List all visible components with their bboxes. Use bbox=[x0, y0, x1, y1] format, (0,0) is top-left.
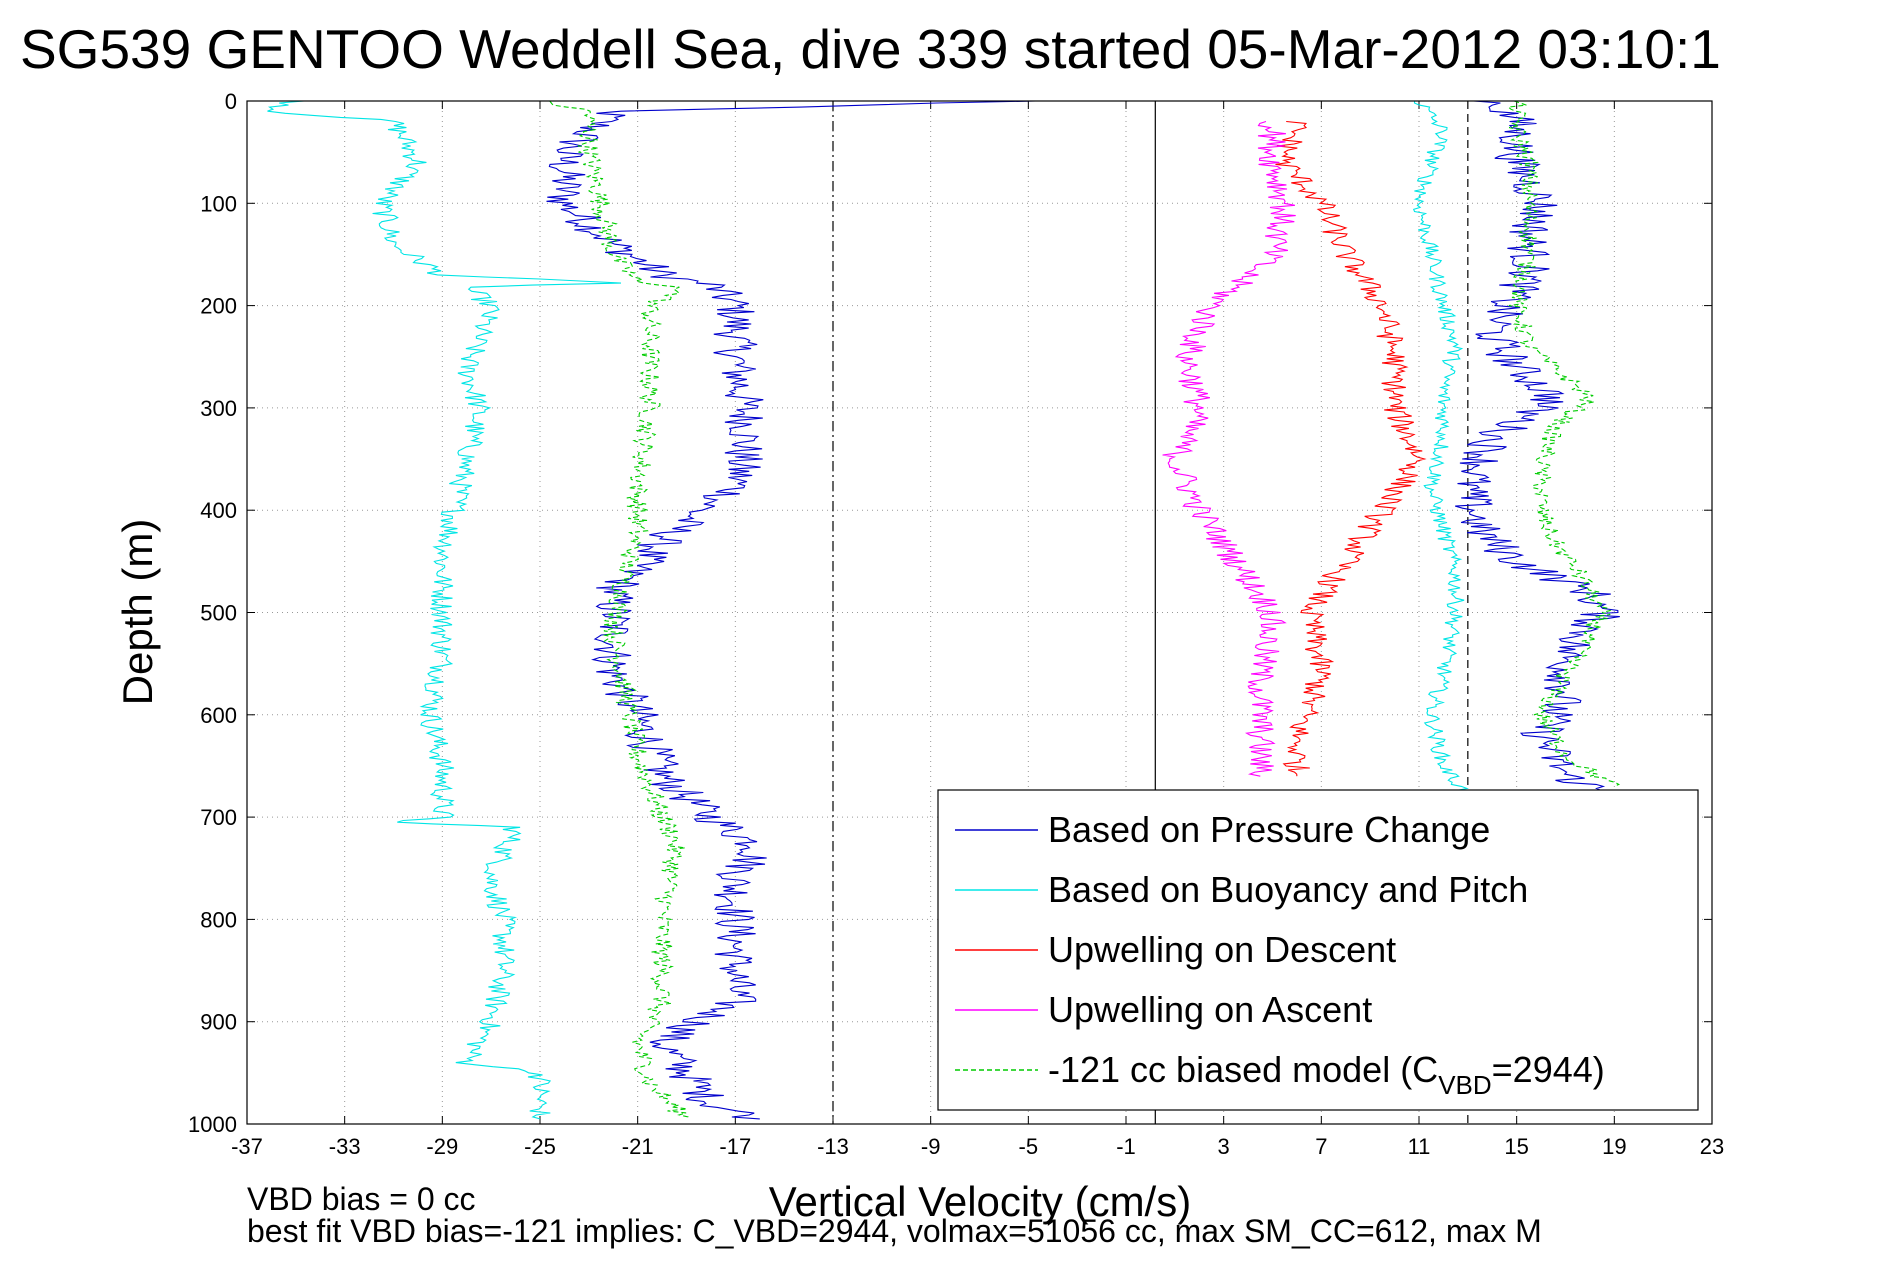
series-line-upwelling_descent bbox=[1275, 120, 1427, 777]
data-series bbox=[267, 100, 1621, 1120]
series-line-upwelling_ascent bbox=[1162, 120, 1296, 777]
y-tick-label: 200 bbox=[200, 294, 237, 319]
y-tick-label: 900 bbox=[200, 1010, 237, 1035]
series-line-pressure_ascent bbox=[1455, 100, 1620, 798]
y-axis-label: Depth (m) bbox=[114, 519, 161, 706]
x-tick-label: 23 bbox=[1700, 1134, 1724, 1159]
y-tick-label: 100 bbox=[200, 191, 237, 216]
x-tick-label: -21 bbox=[622, 1134, 654, 1159]
x-tick-label: -1 bbox=[1116, 1134, 1136, 1159]
chart-title: SG539 GENTOO Weddell Sea, dive 339 start… bbox=[20, 18, 1721, 80]
x-tick-label: 7 bbox=[1315, 1134, 1327, 1159]
legend: Based on Pressure Change Based on Buoyanc… bbox=[937, 789, 1699, 1111]
x-tick-label: 19 bbox=[1602, 1134, 1626, 1159]
x-tick-label: -37 bbox=[231, 1134, 263, 1159]
y-tick-label: 800 bbox=[200, 907, 237, 932]
series-line-buoyancy_ascent bbox=[1412, 101, 1472, 798]
x-tick-label: -33 bbox=[329, 1134, 361, 1159]
y-tick-label: 1000 bbox=[188, 1112, 237, 1137]
series-line-model_ascent bbox=[1507, 100, 1621, 787]
y-tick-label: 400 bbox=[200, 498, 237, 523]
y-tick-label: 600 bbox=[200, 703, 237, 728]
x-tick-label: 3 bbox=[1218, 1134, 1230, 1159]
legend-label: Upwelling on Descent bbox=[1048, 929, 1396, 970]
annotation-best-fit: best fit VBD bias=-121 implies: C_VBD=29… bbox=[247, 1213, 1542, 1249]
x-tick-label: -25 bbox=[524, 1134, 556, 1159]
y-tick-label: 300 bbox=[200, 396, 237, 421]
series-line-model_descent bbox=[549, 100, 689, 1120]
y-tick-labels: 0 100 200 300 400 500 600 700 800 900 1000 bbox=[188, 89, 237, 1137]
y-tick-label: 0 bbox=[225, 89, 237, 114]
x-tick-label: -9 bbox=[921, 1134, 941, 1159]
x-tick-label: -13 bbox=[817, 1134, 849, 1159]
x-axis-label: Vertical Velocity (cm/s) bbox=[769, 1178, 1191, 1225]
x-tick-label: -29 bbox=[426, 1134, 458, 1159]
annotation-vbd-bias: VBD bias = 0 cc bbox=[247, 1181, 476, 1217]
series-line-buoyancy_descent bbox=[267, 100, 622, 1120]
legend-label: Based on Buoyancy and Pitch bbox=[1048, 869, 1528, 910]
x-tick-label: -17 bbox=[719, 1134, 751, 1159]
y-tick-label: 500 bbox=[200, 601, 237, 626]
x-tick-label: 11 bbox=[1408, 1134, 1431, 1159]
legend-label: Upwelling on Ascent bbox=[1048, 989, 1372, 1030]
series-line-pressure_descent bbox=[546, 100, 1036, 1120]
y-tick-label: 700 bbox=[200, 805, 237, 830]
x-tick-labels: -37 -33 -29 -25 -21 -17 -13 -9 -5 -1 3 7 11 15 19 23 bbox=[231, 1134, 1724, 1159]
legend-box bbox=[937, 789, 1699, 1111]
legend-label: -121 cc biased model (CVBD=2944) bbox=[1048, 1049, 1605, 1100]
plot-frame bbox=[246, 100, 1713, 1125]
x-tick-label: 15 bbox=[1504, 1134, 1528, 1159]
x-tick-label: -5 bbox=[1019, 1134, 1039, 1159]
legend-label: Based on Pressure Change bbox=[1048, 809, 1490, 850]
